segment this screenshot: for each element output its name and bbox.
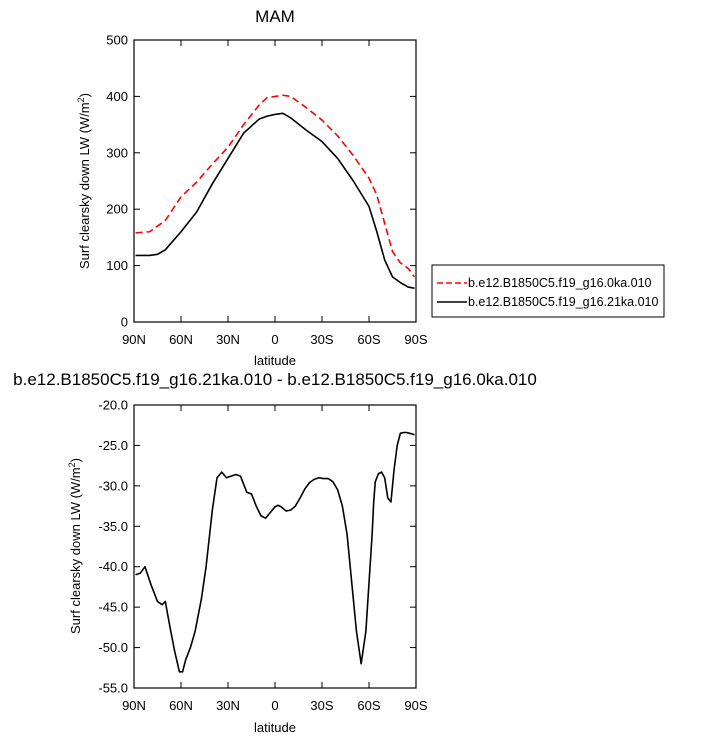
top-y-axis-label-end: )	[77, 93, 92, 97]
bottom-y-tick-label: -25.0	[98, 438, 128, 453]
top-plot-frame	[133, 39, 417, 323]
top-x-ticks: 90N 60N 30N 0 30S 60S 90S	[122, 40, 428, 347]
top-x-tick-label: 60S	[357, 332, 380, 347]
top-y-tick-label: 300	[106, 145, 128, 160]
bottom-y-ticks: -20.0 -25.0 -30.0 -35.0 -40.0 -45.0 -50.0 -55.0	[98, 398, 416, 696]
bottom-x-tick-label: 60S	[357, 698, 380, 713]
top-y-axis-label-sup: 2	[76, 97, 86, 102]
top-panel: MAM 0 100 200 300 400 500 90N 60N 30N 0 30S 60S 90S…	[76, 7, 665, 368]
top-x-axis-label: latitude	[254, 353, 296, 368]
top-y-axis-label: Surf clearsky down LW (W/m2)	[76, 93, 92, 269]
top-series-line-0	[135, 94, 416, 278]
bottom-y-tick-label: -55.0	[98, 681, 128, 696]
bottom-y-tick-label: -30.0	[98, 478, 128, 493]
bottom-series-lines	[135, 431, 415, 673]
top-y-axis-label-main: Surf clearsky down LW (W/m	[77, 102, 92, 269]
legend-label-21ka: b.e12.B1850C5.f19_g16.21ka.010	[468, 295, 658, 309]
bottom-x-tick-label: 0	[271, 698, 278, 713]
bottom-y-axis-label: Surf clearsky down LW (W/m2)	[67, 458, 83, 634]
top-y-tick-label: 400	[106, 89, 128, 104]
top-y-tick-label: 200	[106, 202, 128, 217]
bottom-y-axis-label-sup: 2	[67, 462, 77, 467]
bottom-x-tick-label: 30N	[216, 698, 240, 713]
top-x-tick-label: 60N	[169, 332, 193, 347]
bottom-y-tick-label: -45.0	[98, 600, 128, 615]
legend-box	[431, 264, 665, 318]
top-x-tick-label: 90S	[404, 332, 427, 347]
top-y-tick-label: 100	[106, 258, 128, 273]
bottom-y-tick-label: -50.0	[98, 640, 128, 655]
top-x-tick-label: 30S	[310, 332, 333, 347]
top-series-line-1	[135, 112, 415, 289]
top-y-tick-label: 0	[121, 315, 128, 330]
bottom-x-tick-label: 90N	[122, 698, 146, 713]
bottom-x-ticks: 90N 60N 30N 0 30S 60S 90S	[122, 405, 428, 713]
bottom-y-axis-label-end: )	[68, 458, 83, 462]
legend-label-0ka: b.e12.B1850C5.f19_g16.0ka.010	[468, 276, 652, 290]
bottom-plot-frame	[133, 404, 417, 689]
top-chart-title: MAM	[255, 7, 295, 26]
top-y-ticks: 0 100 200 300 400 500	[106, 33, 416, 330]
bottom-y-tick-label: -35.0	[98, 519, 128, 534]
bottom-x-axis-label: latitude	[254, 720, 296, 735]
bottom-y-tick-label: -20.0	[98, 398, 128, 413]
top-x-tick-label: 90N	[122, 332, 146, 347]
bottom-x-tick-label: 60N	[169, 698, 193, 713]
legend: b.e12.B1850C5.f19_g16.0ka.010 b.e12.B185…	[431, 264, 665, 318]
bottom-y-axis-label-main: Surf clearsky down LW (W/m	[68, 467, 83, 634]
bottom-panel: b.e12.B1850C5.f19_g16.21ka.010 - b.e12.B…	[13, 370, 537, 735]
bottom-x-tick-label: 90S	[404, 698, 427, 713]
top-y-tick-label: 500	[106, 33, 128, 48]
top-series-lines	[135, 94, 416, 289]
top-x-tick-label: 0	[271, 332, 278, 347]
bottom-y-tick-label: -40.0	[98, 559, 128, 574]
bottom-chart-title: b.e12.B1850C5.f19_g16.21ka.010 - b.e12.B…	[13, 370, 537, 389]
top-x-tick-label: 30N	[216, 332, 240, 347]
bottom-x-tick-label: 30S	[310, 698, 333, 713]
bottom-series-line-0	[135, 431, 415, 673]
